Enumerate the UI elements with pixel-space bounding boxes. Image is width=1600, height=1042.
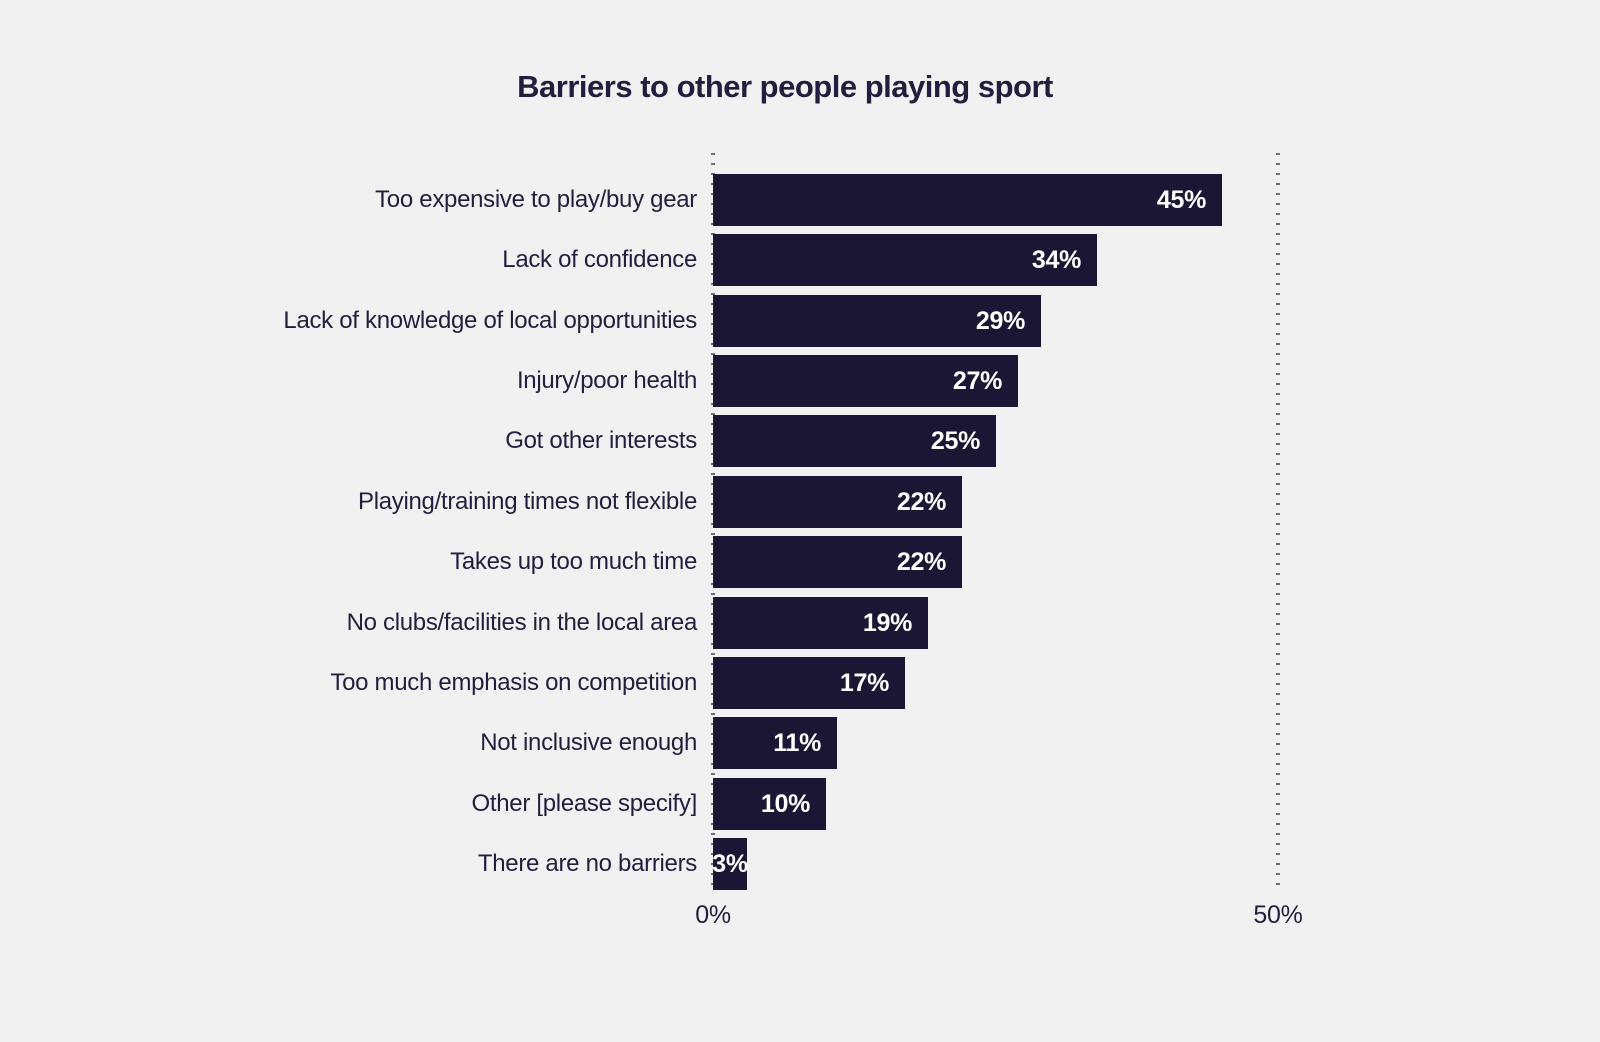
category-label: Too expensive to play/buy gear <box>375 186 697 213</box>
value-label: 22% <box>896 547 946 576</box>
chart-row: Lack of confidence 34% <box>0 234 1097 286</box>
category-label: Other [please specify] <box>471 790 697 817</box>
category-label: No clubs/facilities in the local area <box>346 609 698 636</box>
category-label: Lack of knowledge of local opportunities <box>283 307 697 334</box>
value-label: 27% <box>952 366 1002 395</box>
value-label: 10% <box>760 789 810 818</box>
value-label: 3% <box>712 849 748 878</box>
category-label: Injury/poor health <box>516 367 697 394</box>
value-label: 11% <box>773 728 821 757</box>
bar: 45% <box>713 174 1222 226</box>
value-label: 17% <box>839 668 889 697</box>
value-label: 29% <box>975 306 1025 335</box>
chart-row: Not inclusive enough 11% <box>0 717 837 769</box>
category-label: Lack of confidence <box>502 246 697 273</box>
chart-title: Barriers to other people playing sport <box>517 69 1053 104</box>
category-label: Too much emphasis on competition <box>330 669 697 696</box>
chart-row: Injury/poor health 27% <box>0 355 1018 407</box>
value-label: 34% <box>1031 245 1081 274</box>
value-label: 22% <box>896 487 946 516</box>
x-axis-tick-50: 50% <box>1253 901 1303 929</box>
bar: 34% <box>713 234 1097 286</box>
value-label: 45% <box>1156 185 1206 214</box>
category-label: Got other interests <box>505 427 697 454</box>
value-label: 19% <box>862 608 912 637</box>
value-label: 25% <box>930 426 980 455</box>
chart-row: Got other interests 25% <box>0 415 996 467</box>
bar: 29% <box>713 295 1041 347</box>
bar: 27% <box>713 355 1018 407</box>
gridline-50-percent <box>1276 153 1280 891</box>
bar: 22% <box>713 476 962 528</box>
chart-row: There are no barriers 3% <box>0 838 748 890</box>
bar: 19% <box>713 597 928 649</box>
category-label: Playing/training times not flexible <box>357 488 697 515</box>
chart-row: Too expensive to play/buy gear 45% <box>0 174 1222 226</box>
chart-row: Lack of knowledge of local opportunities… <box>0 295 1041 347</box>
bar: 10% <box>713 778 826 830</box>
chart-row: Other [please specify] 10% <box>0 778 826 830</box>
chart-row: No clubs/facilities in the local area 19% <box>0 597 928 649</box>
bar: 17% <box>713 657 905 709</box>
bar: 11% <box>713 717 837 769</box>
category-label: Takes up too much time <box>450 548 697 575</box>
category-label: Not inclusive enough <box>480 729 697 756</box>
chart-row: Takes up too much time 22% <box>0 536 962 588</box>
category-label: There are no barriers <box>477 850 697 877</box>
bar: 25% <box>713 415 996 467</box>
chart-row: Too much emphasis on competition 17% <box>0 657 905 709</box>
bar: 3% <box>712 838 748 890</box>
x-axis-tick-0: 0% <box>695 901 731 929</box>
bar: 22% <box>713 536 962 588</box>
chart-row: Playing/training times not flexible 22% <box>0 476 962 528</box>
